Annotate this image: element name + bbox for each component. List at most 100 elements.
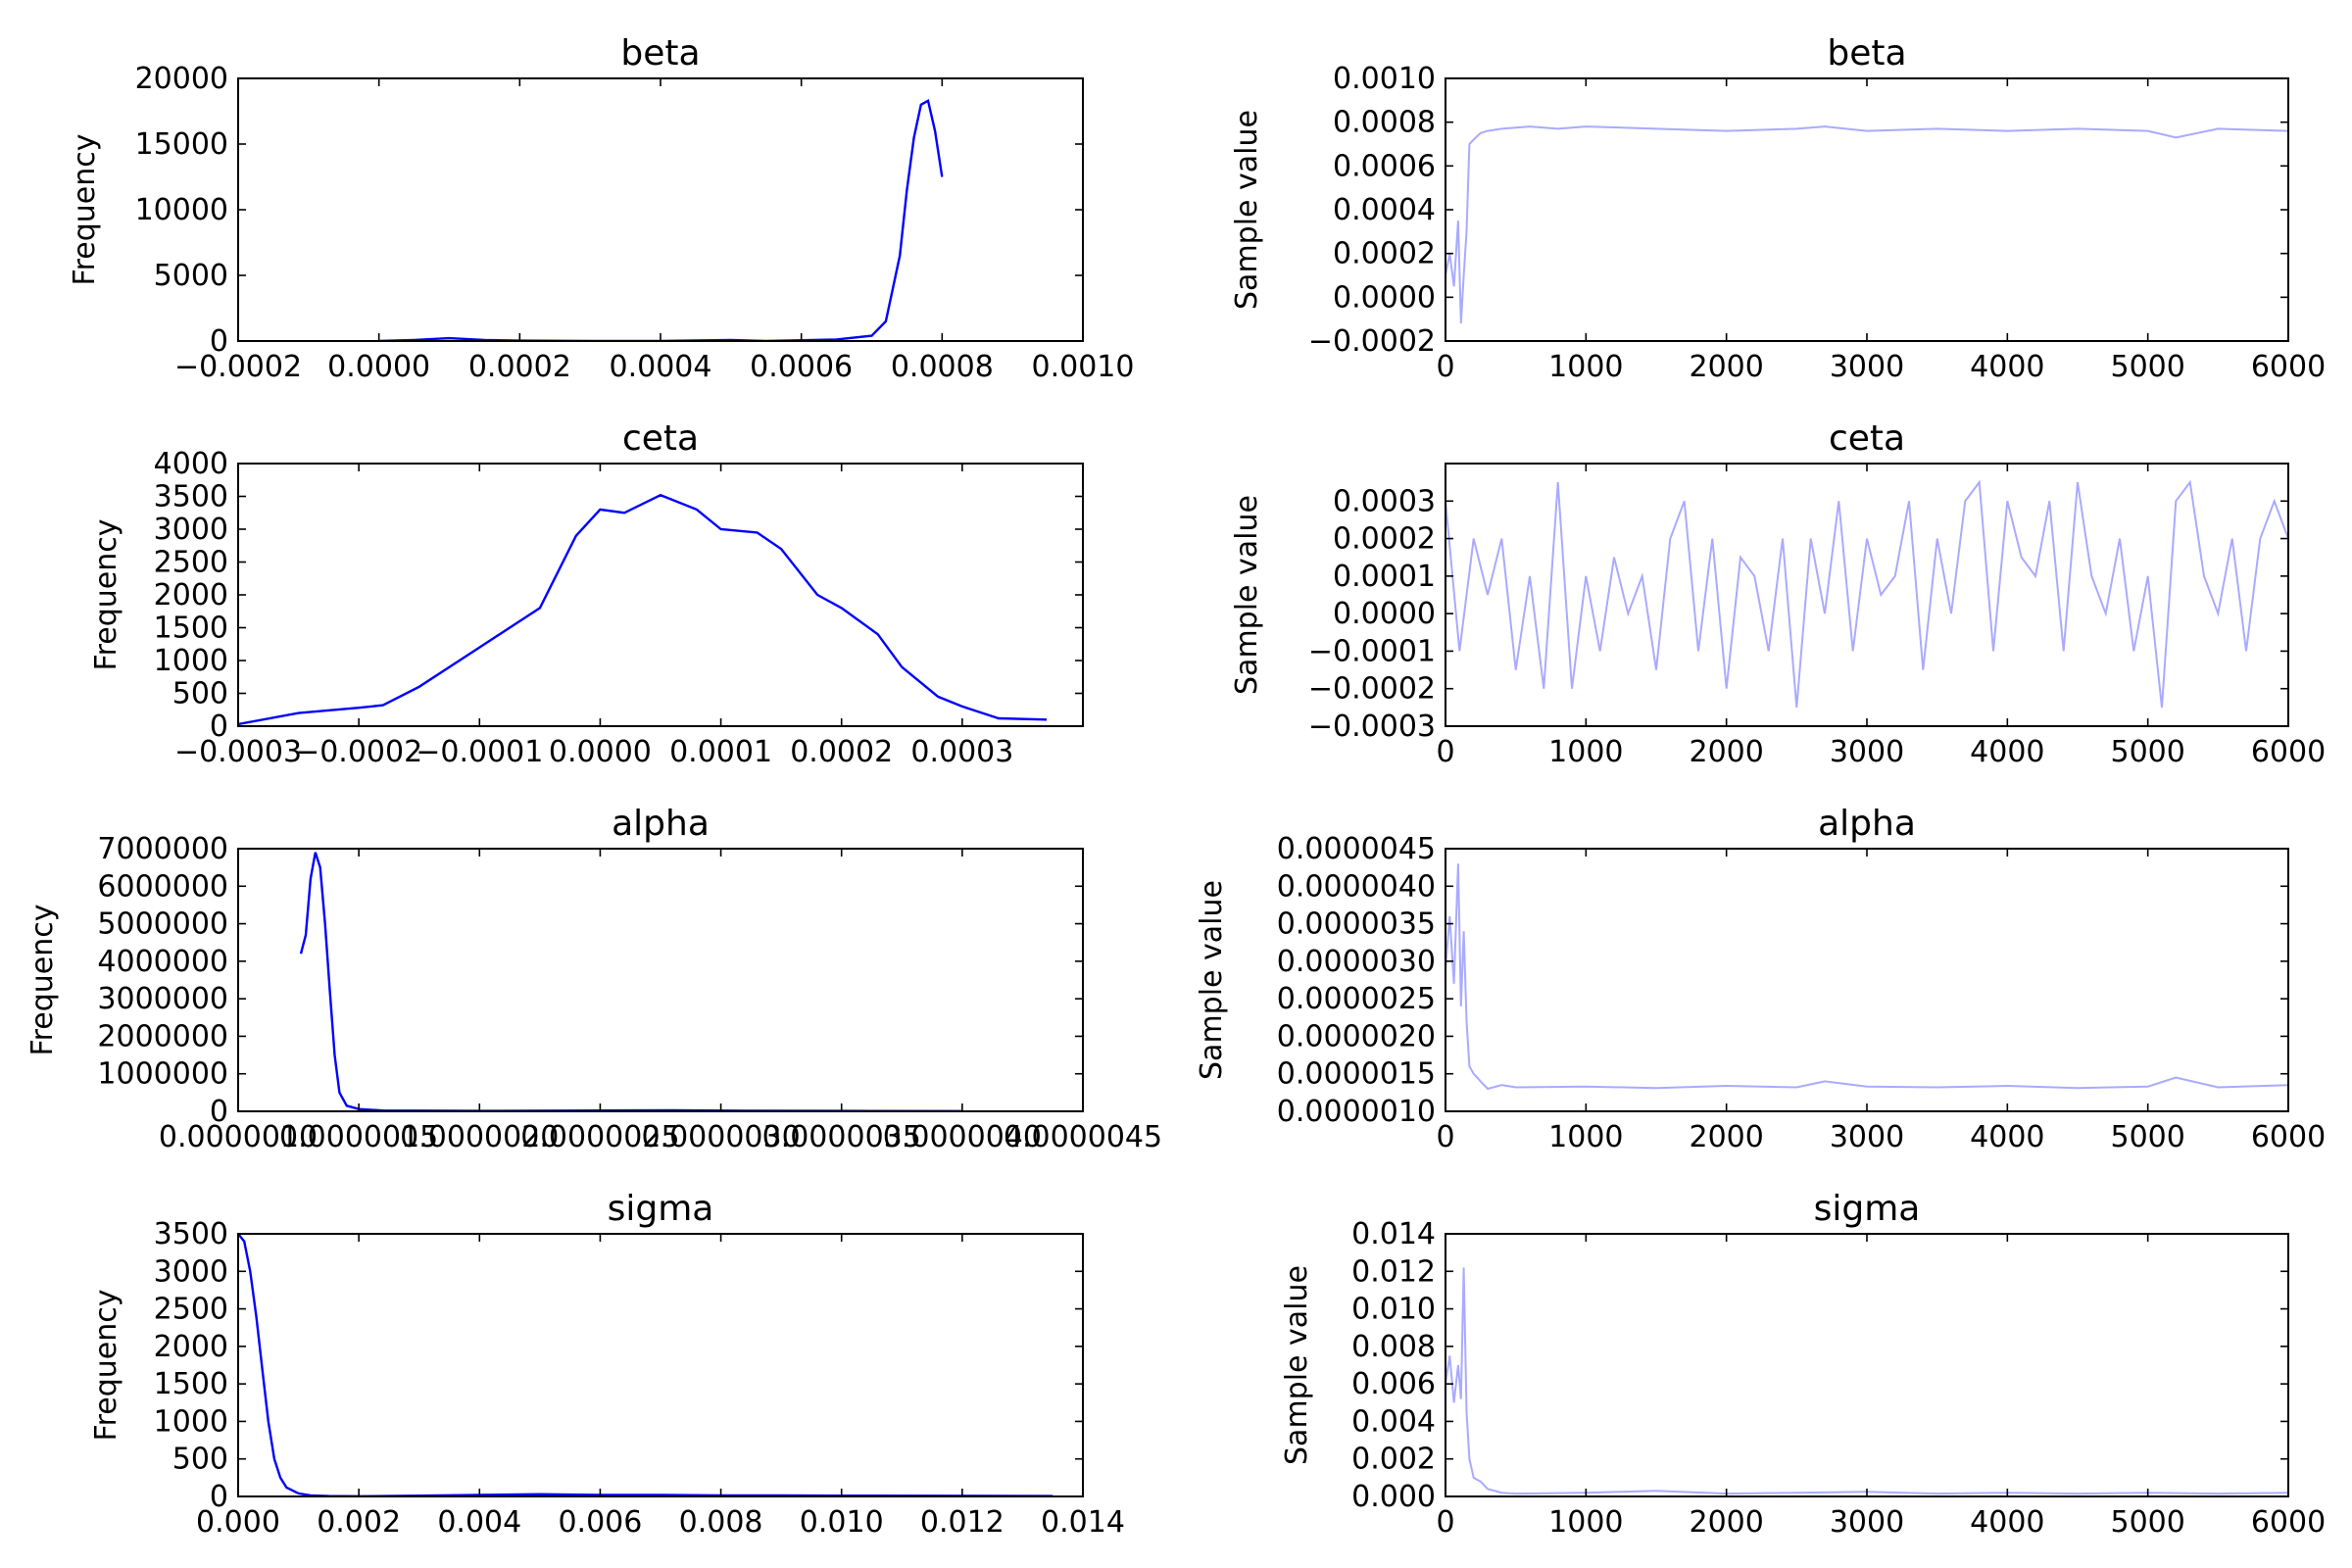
y-axis-label: Frequency [89,519,123,671]
y-tick-label: 6000000 [97,869,228,904]
subplot-sigma-kde: 0.000 0.002 0.004 0.006 0.008 0.010 0.012 0.014… [89,1189,1125,1540]
subplot-ceta-kde: −0.0003−0.0002−0.0001 0.0000 0.0001 0.0002 0… [89,418,1084,769]
y-axis-label: Sample value [1280,1265,1314,1465]
x-tick-label: 0.0000 [327,350,430,384]
y-tick-label: −0.0001 [1308,634,1436,668]
y-tick-label: 0.0000010 [1277,1095,1436,1129]
x-tick-label: 6000 [2251,1505,2326,1540]
x-tick-label: 0.002 [317,1505,401,1540]
y-tick-label: 0.0004 [1333,193,1436,227]
x-tick-label: 0.014 [1041,1505,1125,1540]
x-tick-label: 5000 [2110,735,2184,769]
axes-frame [237,1233,1084,1497]
x-tick-label: 0.0000035 [762,1120,921,1154]
y-tick-label: 3500 [154,1217,228,1251]
axes-frame [237,848,1084,1112]
x-tick-label: 1000 [1548,735,1623,769]
y-tick-label: 0 [210,710,228,744]
series-line-ceta-kde [238,493,1048,726]
x-tick-label: 0.006 [558,1505,642,1540]
subplot-title: alpha [612,804,710,844]
x-tick-label: 2000 [1689,1505,1763,1540]
x-tick-label: 0.0000025 [520,1120,679,1154]
y-tick-label: 0.002 [1351,1443,1436,1477]
x-tick-label: 0.0000045 [1004,1120,1162,1154]
series-line-ceta-trace [1446,479,2288,709]
y-tick-label: 1000000 [97,1057,228,1092]
x-tick-label: 0.0000015 [279,1120,438,1154]
x-tick-label: −0.0002 [295,735,422,769]
x-tick-label: 4000 [1970,1505,2044,1540]
x-tick-label: 0.008 [679,1505,763,1540]
x-tick-label: 0.0004 [610,350,712,384]
x-tick-label: 0.004 [437,1505,521,1540]
y-tick-label: −0.0002 [1308,324,1436,359]
series-line-beta-kde [378,98,944,341]
x-tick-label: 0.0006 [750,350,853,384]
x-tick-label: 0.010 [800,1505,884,1540]
y-axis-label: Frequency [68,134,102,286]
y-tick-label: 1500 [154,612,228,646]
y-tick-label: 0.000 [1351,1480,1436,1514]
subplot-title: alpha [1818,804,1916,844]
x-tick-label: 0.000 [196,1505,280,1540]
x-tick-label: −0.0002 [174,350,302,384]
subplot-title: sigma [1814,1189,1921,1229]
x-tick-label: 5000 [2110,350,2184,384]
x-tick-label: 0.0000020 [400,1120,559,1154]
series-line-sigma-kde [238,1234,1054,1496]
y-axis-label: Frequency [25,905,60,1056]
y-tick-label: 0.0000020 [1277,1019,1436,1054]
y-tick-label: 0.004 [1351,1404,1436,1439]
subplot-alpha-trace: 0 1000 2000 3000 4000 5000 60000.00000100.0000… [1195,804,2326,1154]
x-tick-label: 0 [1436,350,1454,384]
x-tick-label: 5000 [2110,1120,2184,1154]
x-tick-label: 1000 [1548,1120,1623,1154]
y-tick-label: 10000 [135,193,228,227]
y-tick-label: 0.0000 [1333,597,1436,631]
x-tick-label: 1000 [1548,1505,1623,1540]
x-tick-label: 0.012 [920,1505,1004,1540]
y-tick-label: 2000 [154,578,228,612]
y-tick-label: 3000000 [97,982,228,1016]
x-tick-label: 3000 [1830,1120,1904,1154]
x-tick-label: 6000 [2251,1120,2326,1154]
x-tick-label: 0.0003 [910,735,1013,769]
y-tick-label: 2500 [154,546,228,580]
x-tick-label: 0.0002 [468,350,571,384]
axes-frame [237,77,1084,342]
y-tick-label: 0.0003 [1333,484,1436,518]
x-tick-label: 0.0010 [1032,350,1135,384]
y-tick-label: 0.012 [1351,1254,1436,1289]
y-tick-label: 5000 [154,259,228,293]
subplot-beta-kde: −0.0002 0.0000 0.0002 0.0004 0.0006 0.0008 0.0… [68,33,1134,384]
y-tick-label: 0.014 [1351,1217,1436,1251]
y-tick-label: 1000 [154,644,228,678]
axes-frame [1445,848,2289,1112]
y-tick-label: 0.0001 [1333,560,1436,594]
subplot-alpha-kde: 0.00000100.00000150.00000200.00000250.00… [25,804,1162,1154]
y-tick-label: 0.0000035 [1277,907,1436,942]
y-tick-label: 7000000 [97,832,228,866]
subplot-title: beta [1827,33,1906,74]
y-tick-label: 3500 [154,480,228,514]
subplot-title: sigma [608,1189,714,1229]
x-tick-label: 3000 [1830,1505,1904,1540]
y-tick-label: 0.0000040 [1277,869,1436,904]
y-tick-label: 1500 [154,1367,228,1401]
axes-frame [1445,77,2289,342]
subplot-sigma-trace: 0 1000 2000 3000 4000 5000 6000 0.0000.002 0.004… [1280,1189,2326,1540]
y-tick-label: 0.006 [1351,1367,1436,1401]
subplot-title: beta [620,33,700,74]
x-tick-label: 2000 [1689,735,1763,769]
x-tick-label: 2000 [1689,350,1763,384]
y-tick-label: 0.010 [1351,1293,1436,1327]
y-tick-label: 3000 [154,1254,228,1289]
y-tick-label: 0.0000015 [1277,1057,1436,1092]
y-tick-label: 5000000 [97,907,228,942]
x-tick-label: 0.0000 [549,735,652,769]
x-tick-label: 2000 [1689,1120,1763,1154]
y-tick-label: 0 [210,1095,228,1129]
series-line-beta-trace [1446,125,2288,324]
